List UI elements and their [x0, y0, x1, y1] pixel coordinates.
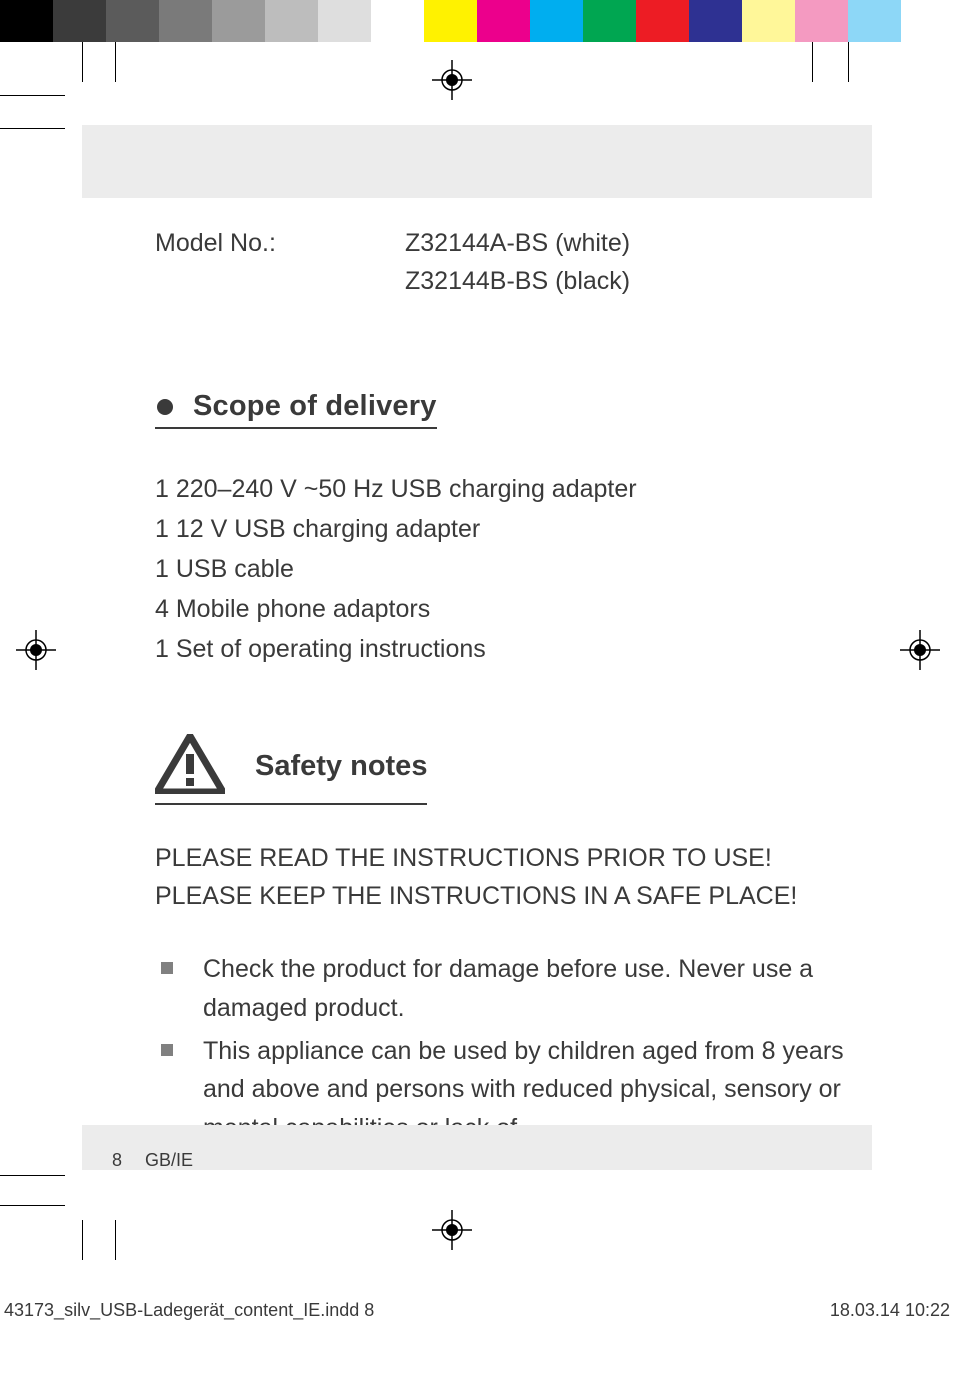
- crop-mark: [0, 95, 65, 96]
- registration-mark-icon: [432, 60, 472, 105]
- header-band: [82, 125, 872, 198]
- crop-mark: [0, 128, 65, 129]
- safety-title: Safety notes: [255, 750, 427, 783]
- crop-mark: [848, 42, 849, 82]
- scope-item: 1 220–240 V ~50 Hz USB charging adapter: [155, 469, 855, 509]
- crop-mark: [82, 42, 83, 82]
- crop-mark: [82, 1220, 83, 1260]
- crop-mark: [0, 1205, 65, 1206]
- model-value: Z32144B-BS (black): [405, 263, 630, 301]
- square-bullet-icon: [161, 962, 173, 974]
- scope-item: 1 12 V USB charging adapter: [155, 509, 855, 549]
- safety-notes-section: Safety notes PLEASE READ THE INSTRUCTION…: [155, 734, 855, 1148]
- crop-mark: [0, 1175, 65, 1176]
- page-number-value: 8: [112, 1150, 122, 1170]
- crop-mark: [115, 42, 116, 82]
- indd-datetime: 18.03.14 10:22: [830, 1300, 950, 1321]
- scope-item: 4 Mobile phone adaptors: [155, 589, 855, 629]
- crop-mark: [115, 1220, 116, 1260]
- registration-mark-icon: [16, 630, 56, 675]
- model-number-row: Model No.: Z32144A-BS (white) Z32144B-BS…: [155, 225, 855, 300]
- scope-title: Scope of delivery: [193, 390, 437, 423]
- square-bullet-icon: [161, 1044, 173, 1056]
- crop-mark: [812, 42, 813, 82]
- scope-item: 1 USB cable: [155, 549, 855, 589]
- indesign-slug: 43173_silv_USB-Ladegerät_content_IE.indd…: [0, 1300, 954, 1321]
- safety-bullet-text: Check the product for damage before use.…: [203, 950, 855, 1028]
- color-calibration-bar: [0, 0, 954, 42]
- warning-triangle-icon: [155, 734, 225, 799]
- indd-filename: 43173_silv_USB-Ladegerät_content_IE.indd…: [4, 1300, 374, 1321]
- scope-item: 1 Set of operating instructions: [155, 629, 855, 669]
- page-region: GB/IE: [145, 1150, 193, 1170]
- registration-mark-icon: [432, 1210, 472, 1255]
- page-number: 8 GB/IE: [112, 1150, 193, 1171]
- section-bullet-icon: [157, 399, 173, 415]
- model-value: Z32144A-BS (white): [405, 225, 630, 263]
- footer-band: [82, 1125, 872, 1170]
- registration-mark-icon: [900, 630, 940, 675]
- model-label: Model No.:: [155, 225, 405, 300]
- scope-of-delivery-section: Scope of delivery 1 220–240 V ~50 Hz USB…: [155, 390, 855, 669]
- safety-bullet-item: Check the product for damage before use.…: [155, 950, 855, 1028]
- safety-notice: PLEASE READ THE INSTRUCTIONS PRIOR TO US…: [155, 840, 855, 915]
